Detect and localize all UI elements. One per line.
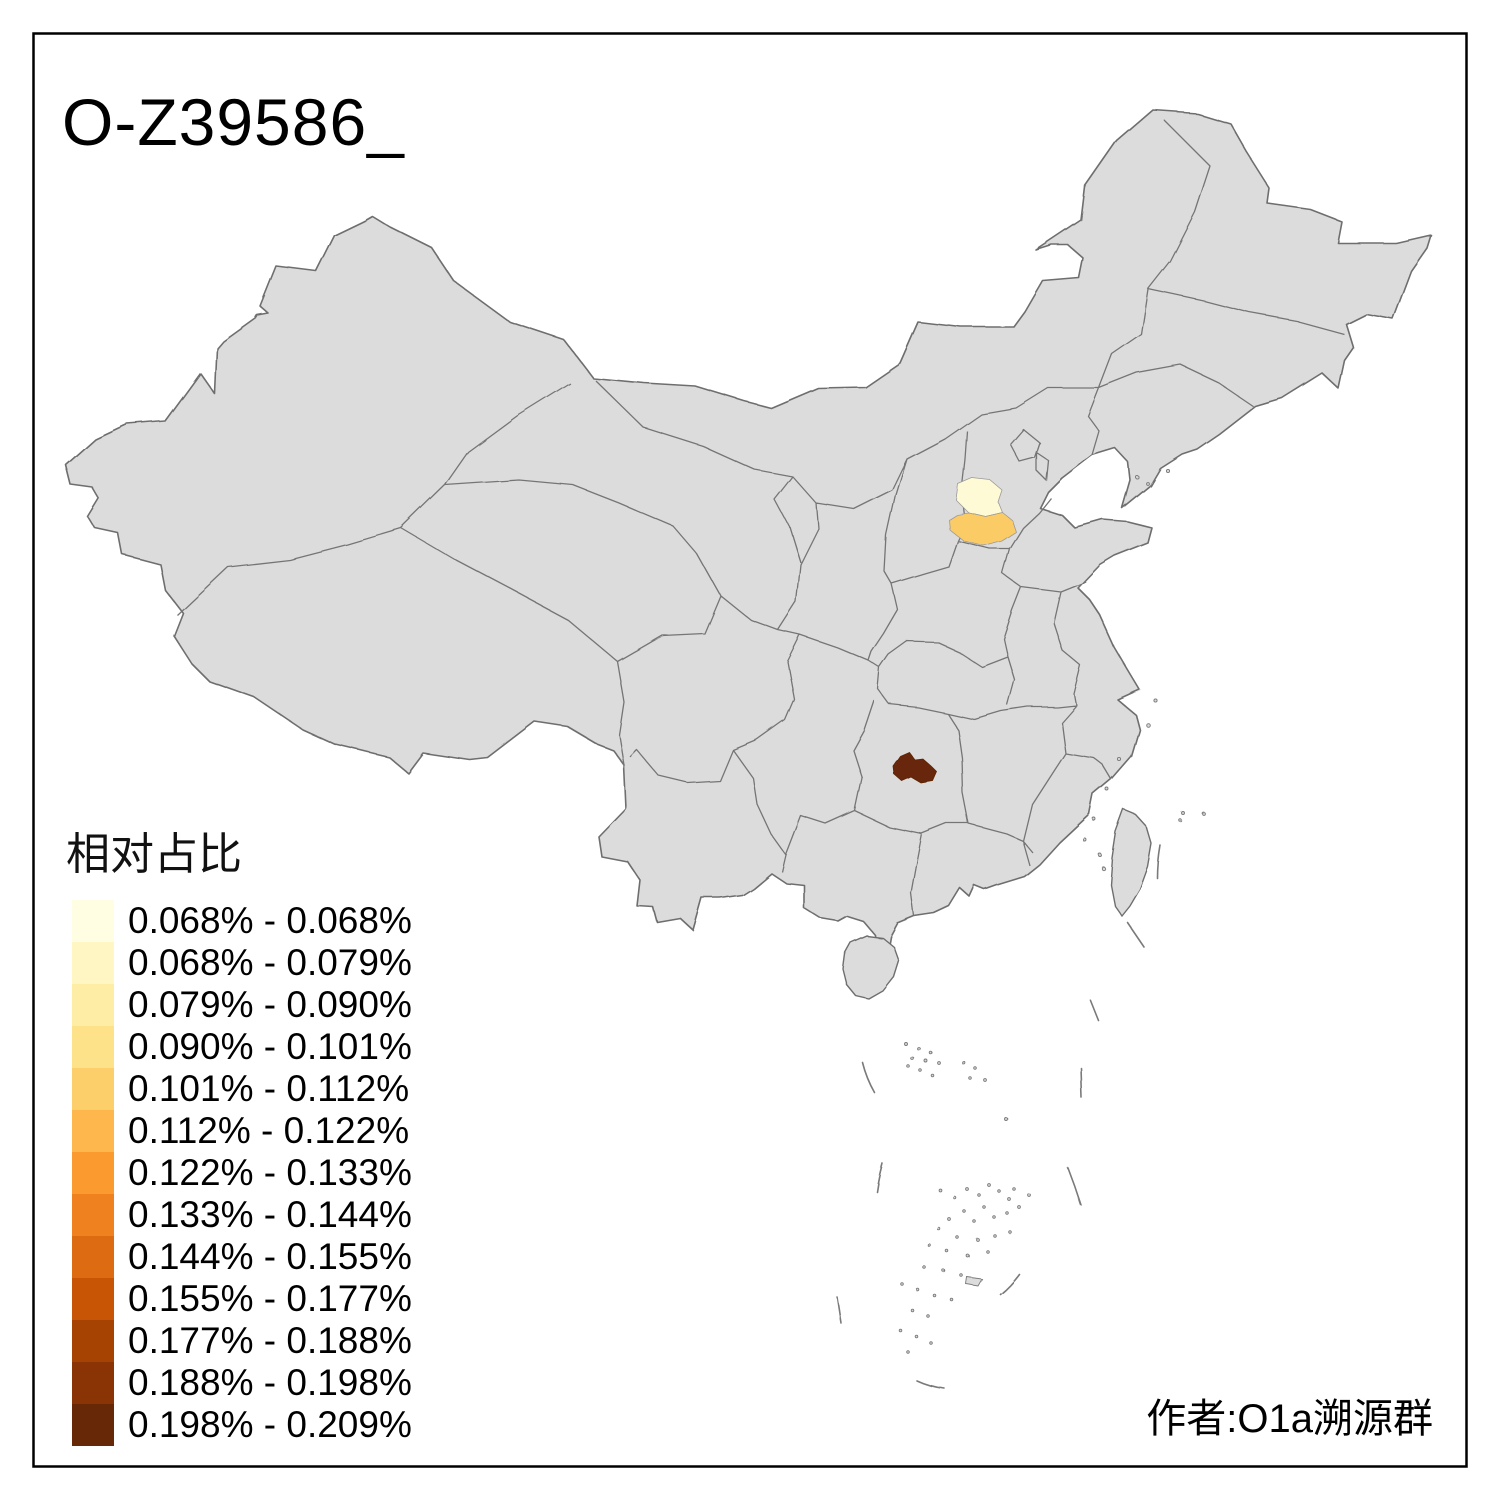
legend-label: 0.090% - 0.101% bbox=[128, 1026, 412, 1067]
legend-label: 0.133% - 0.144% bbox=[128, 1194, 412, 1235]
province-borders bbox=[175, 119, 1345, 917]
legend-row: 0.068% - 0.068% bbox=[66, 900, 412, 942]
legend-label: 0.155% - 0.177% bbox=[128, 1278, 412, 1319]
island-specks bbox=[898, 467, 1205, 1354]
sea-dash-line bbox=[836, 844, 1161, 1390]
legend-swatch bbox=[72, 1068, 114, 1110]
legend-title: 相对占比 bbox=[66, 830, 242, 879]
legend-swatch bbox=[72, 942, 114, 984]
legend-swatch bbox=[72, 1404, 114, 1446]
legend: 相对占比 0.068% - 0.068% 0.068% - 0.079% 0.079… bbox=[66, 818, 412, 1446]
legend-row: 0.177% - 0.188% bbox=[66, 1320, 412, 1362]
legend-swatch bbox=[72, 984, 114, 1026]
plot-frame bbox=[32, 32, 1468, 1468]
legend-rows: 0.068% - 0.068% 0.068% - 0.079% 0.079% - 0… bbox=[66, 900, 412, 1446]
legend-row: 0.079% - 0.090% bbox=[66, 984, 412, 1026]
legend-swatch bbox=[72, 1110, 114, 1152]
legend-row: 0.112% - 0.122% bbox=[66, 1110, 412, 1152]
legend-row: 0.198% - 0.209% bbox=[66, 1404, 412, 1446]
legend-label: 0.122% - 0.133% bbox=[128, 1152, 412, 1193]
legend-swatch bbox=[72, 1152, 114, 1194]
legend-swatch bbox=[72, 1236, 114, 1278]
legend-swatch bbox=[72, 1362, 114, 1404]
legend-label: 0.188% - 0.198% bbox=[128, 1362, 412, 1403]
map-layer bbox=[65, 109, 1432, 1390]
legend-label: 0.177% - 0.188% bbox=[128, 1320, 412, 1361]
legend-swatch bbox=[72, 900, 114, 942]
author-credit: 作者:O1a溯源群 bbox=[1146, 1397, 1433, 1441]
legend-row: 0.155% - 0.177% bbox=[66, 1278, 412, 1320]
legend-row: 0.188% - 0.198% bbox=[66, 1362, 412, 1404]
highlight-region-hebei-north[interactable] bbox=[955, 477, 1003, 517]
taiwan-island bbox=[1109, 809, 1152, 917]
hainan-island bbox=[841, 934, 899, 999]
legend-label: 0.144% - 0.155% bbox=[128, 1236, 412, 1277]
highlight-region-hunan[interactable] bbox=[892, 751, 938, 784]
legend-row: 0.068% - 0.079% bbox=[66, 942, 412, 984]
china-mainland bbox=[65, 109, 1432, 954]
legend-swatch bbox=[72, 1026, 114, 1068]
legend-label: 0.112% - 0.122% bbox=[128, 1110, 410, 1151]
legend-label: 0.101% - 0.112% bbox=[128, 1068, 410, 1109]
legend-row: 0.144% - 0.155% bbox=[66, 1236, 412, 1278]
highlight-region-hebei-south[interactable] bbox=[947, 511, 1017, 547]
map-title: O-Z39586_ bbox=[62, 85, 405, 159]
legend-label: 0.079% - 0.090% bbox=[128, 984, 412, 1025]
legend-row: 0.090% - 0.101% bbox=[66, 1026, 412, 1068]
legend-swatch bbox=[72, 1194, 114, 1236]
legend-row: 0.101% - 0.112% bbox=[66, 1068, 412, 1110]
legend-row: 0.133% - 0.144% bbox=[66, 1194, 412, 1236]
legend-label: 0.198% - 0.209% bbox=[128, 1404, 412, 1445]
legend-row: 0.122% - 0.133% bbox=[66, 1152, 412, 1194]
legend-swatch bbox=[72, 1278, 114, 1320]
legend-label: 0.068% - 0.079% bbox=[128, 942, 412, 983]
legend-label: 0.068% - 0.068% bbox=[128, 900, 412, 941]
legend-swatch bbox=[72, 1320, 114, 1362]
